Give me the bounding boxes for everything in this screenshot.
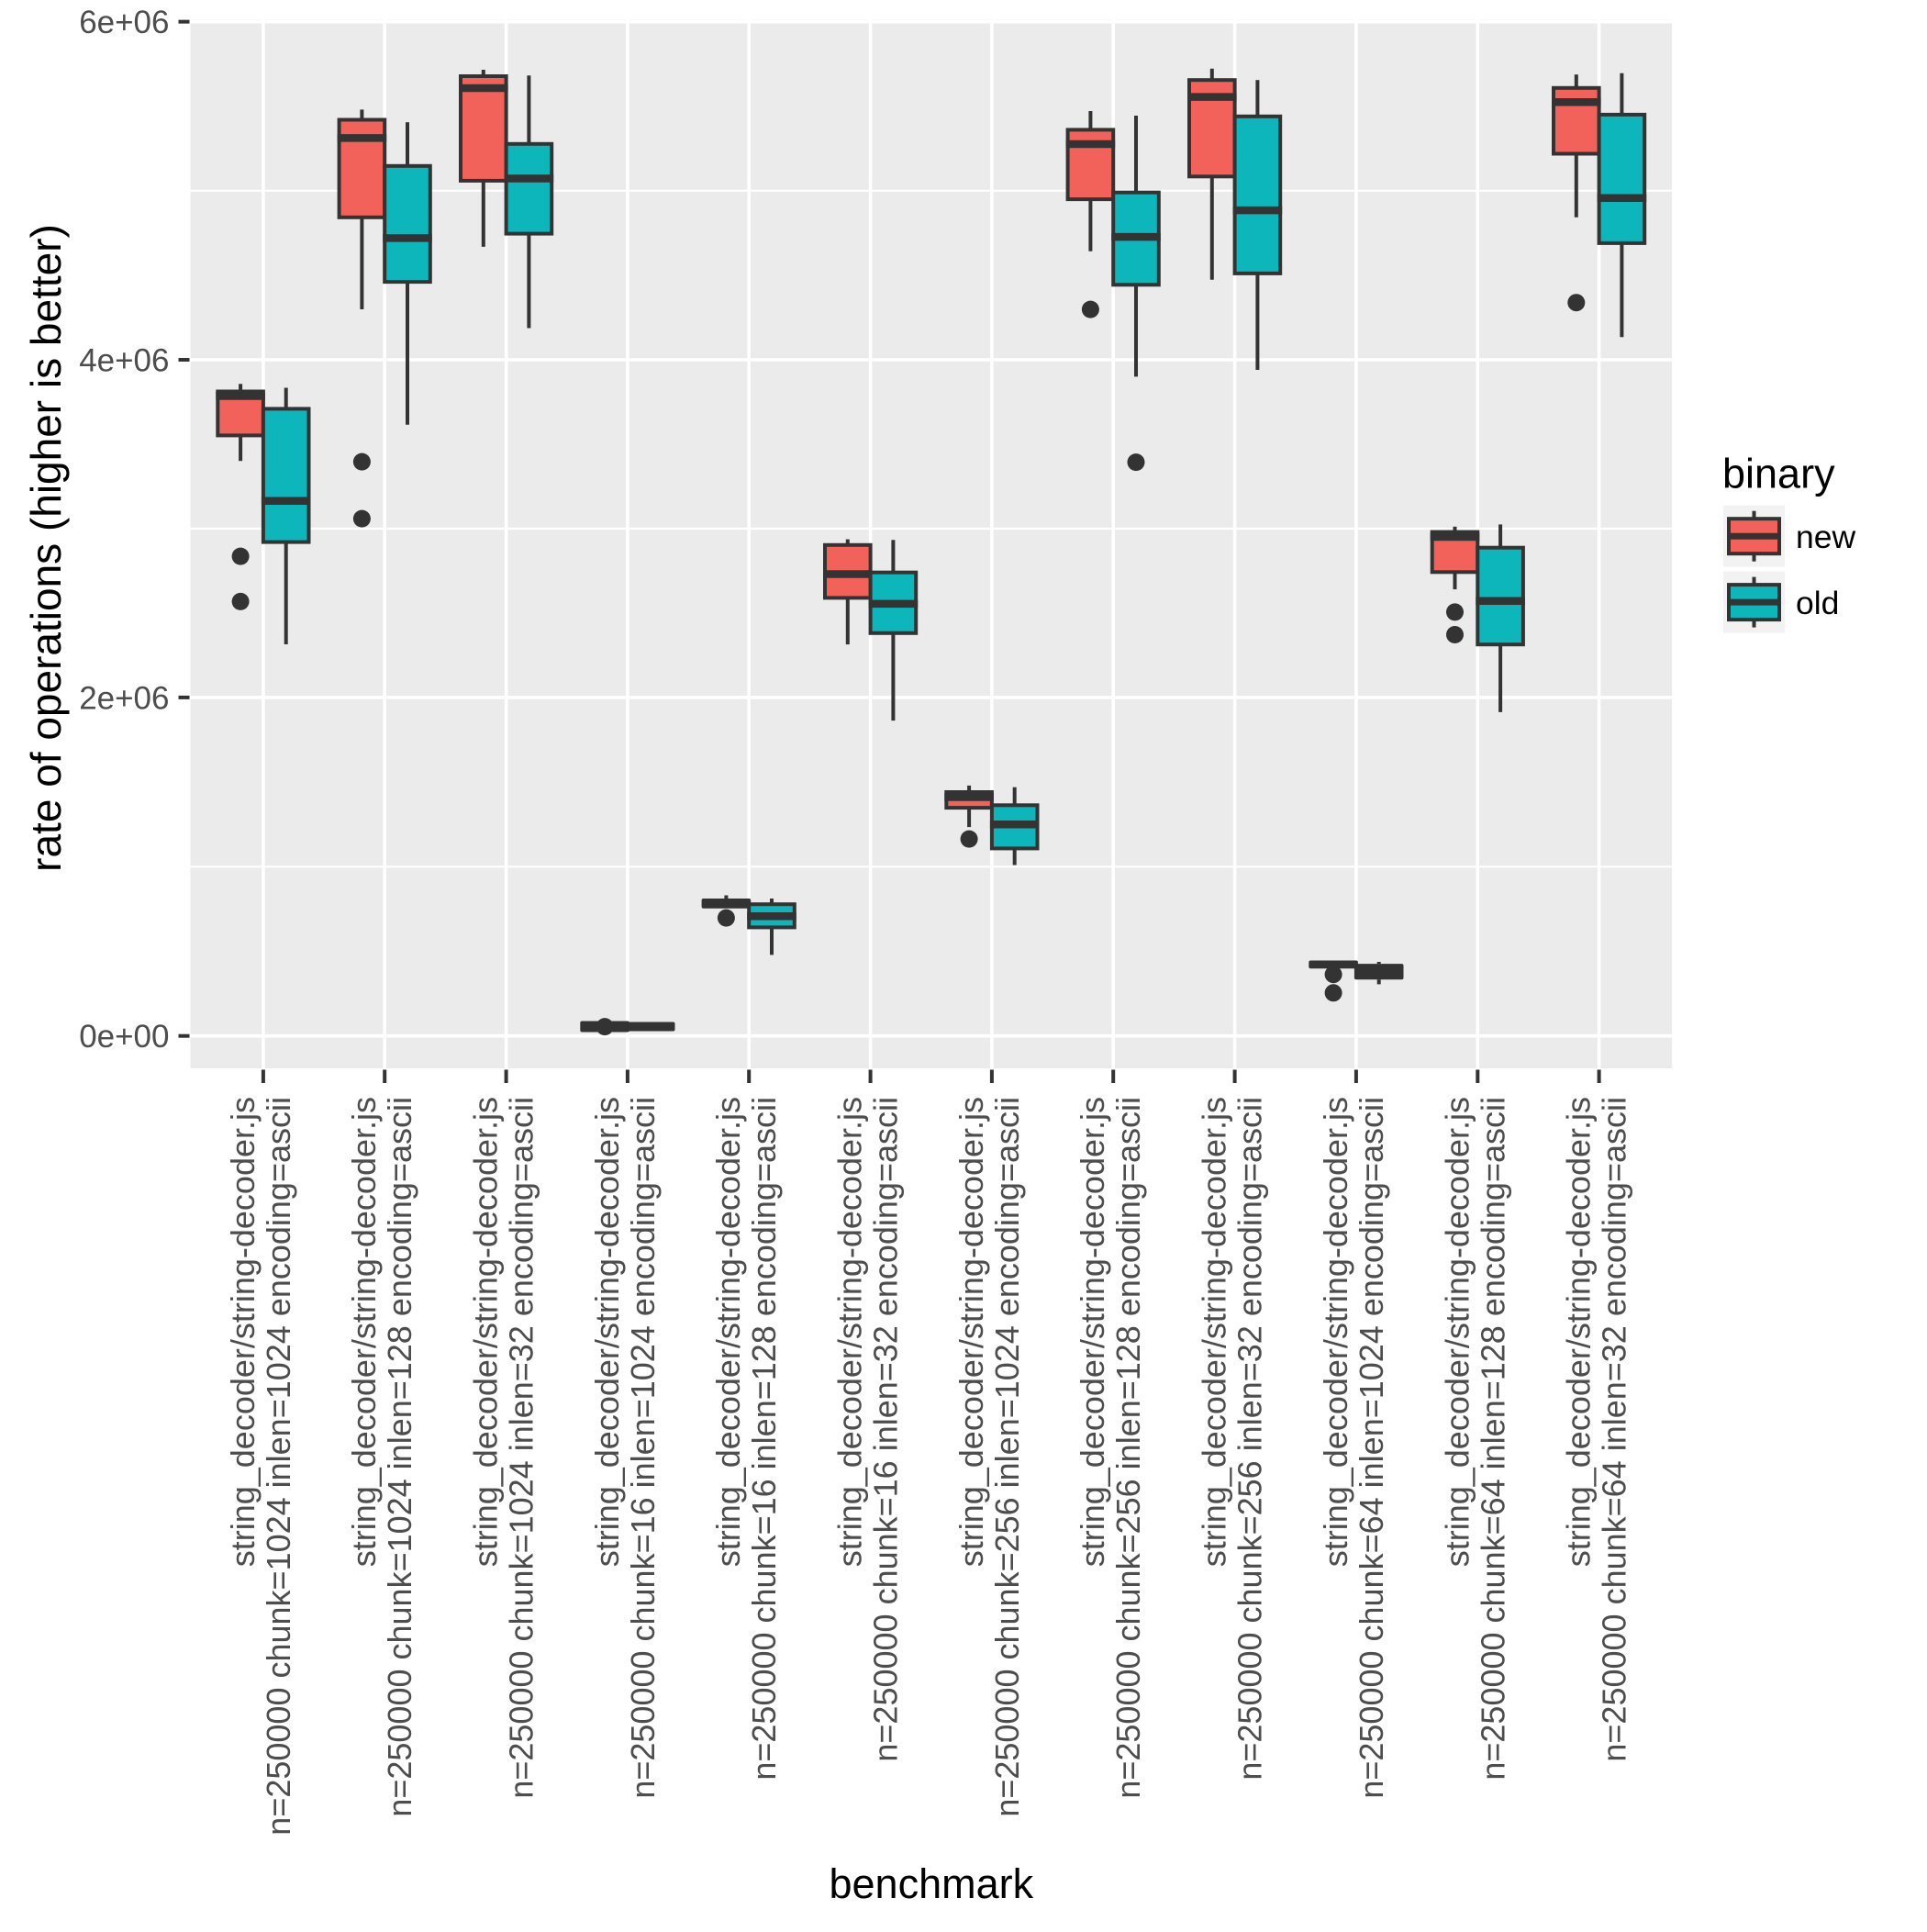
svg-text:n=250000 chunk=16 inlen=32 enc: n=250000 chunk=16 inlen=32 encoding=asci… <box>867 1097 905 1762</box>
svg-text:string_decoder/string-decoder.: string_decoder/string-decoder.js <box>588 1097 626 1567</box>
svg-text:string_decoder/string-decoder.: string_decoder/string-decoder.js <box>1317 1097 1354 1567</box>
svg-text:n=250000 chunk=256 inlen=1024: n=250000 chunk=256 inlen=1024 encoding=a… <box>988 1097 1026 1817</box>
svg-text:benchmark: benchmark <box>829 1860 1033 1907</box>
svg-text:string_decoder/string-decoder.: string_decoder/string-decoder.js <box>1196 1097 1233 1567</box>
svg-text:6e+06: 6e+06 <box>79 5 169 40</box>
svg-text:0e+00: 0e+00 <box>79 1019 169 1055</box>
svg-text:2e+06: 2e+06 <box>79 680 169 716</box>
svg-text:n=250000 chunk=64 inlen=32 enc: n=250000 chunk=64 inlen=32 encoding=asci… <box>1596 1097 1633 1762</box>
svg-text:n=250000 chunk=1024 inlen=1024: n=250000 chunk=1024 inlen=1024 encoding=… <box>260 1097 297 1836</box>
svg-text:string_decoder/string-decoder.: string_decoder/string-decoder.js <box>224 1097 262 1567</box>
svg-text:string_decoder/string-decoder.: string_decoder/string-decoder.js <box>709 1097 747 1567</box>
svg-text:4e+06: 4e+06 <box>79 343 169 379</box>
svg-text:rate of operations (higher is: rate of operations (higher is better) <box>22 224 70 872</box>
svg-text:binary: binary <box>1722 451 1835 497</box>
svg-text:n=250000 chunk=1024 inlen=128: n=250000 chunk=1024 inlen=128 encoding=a… <box>381 1097 418 1817</box>
svg-text:string_decoder/string-decoder.: string_decoder/string-decoder.js <box>1074 1097 1111 1567</box>
svg-text:n=250000 chunk=64 inlen=128 en: n=250000 chunk=64 inlen=128 encoding=asc… <box>1474 1097 1511 1781</box>
svg-text:old: old <box>1796 585 1839 621</box>
svg-text:new: new <box>1796 519 1855 555</box>
svg-text:string_decoder/string-decoder.: string_decoder/string-decoder.js <box>1560 1097 1598 1567</box>
svg-text:string_decoder/string-decoder.: string_decoder/string-decoder.js <box>831 1097 869 1567</box>
svg-text:n=250000 chunk=16 inlen=1024 e: n=250000 chunk=16 inlen=1024 encoding=as… <box>624 1097 662 1799</box>
svg-text:string_decoder/string-decoder.: string_decoder/string-decoder.js <box>467 1097 505 1567</box>
svg-text:n=250000 chunk=256 inlen=32 en: n=250000 chunk=256 inlen=32 encoding=asc… <box>1231 1097 1269 1781</box>
svg-text:string_decoder/string-decoder.: string_decoder/string-decoder.js <box>345 1097 383 1567</box>
svg-text:n=250000 chunk=256 inlen=128 e: n=250000 chunk=256 inlen=128 encoding=as… <box>1109 1097 1147 1799</box>
svg-text:n=250000 chunk=64 inlen=1024 e: n=250000 chunk=64 inlen=1024 encoding=as… <box>1353 1097 1390 1799</box>
svg-text:string_decoder/string-decoder.: string_decoder/string-decoder.js <box>952 1097 990 1567</box>
svg-text:n=250000 chunk=16 inlen=128 en: n=250000 chunk=16 inlen=128 encoding=asc… <box>745 1097 783 1781</box>
svg-text:string_decoder/string-decoder.: string_decoder/string-decoder.js <box>1438 1097 1476 1567</box>
svg-text:n=250000 chunk=1024 inlen=32 e: n=250000 chunk=1024 inlen=32 encoding=as… <box>503 1097 540 1799</box>
